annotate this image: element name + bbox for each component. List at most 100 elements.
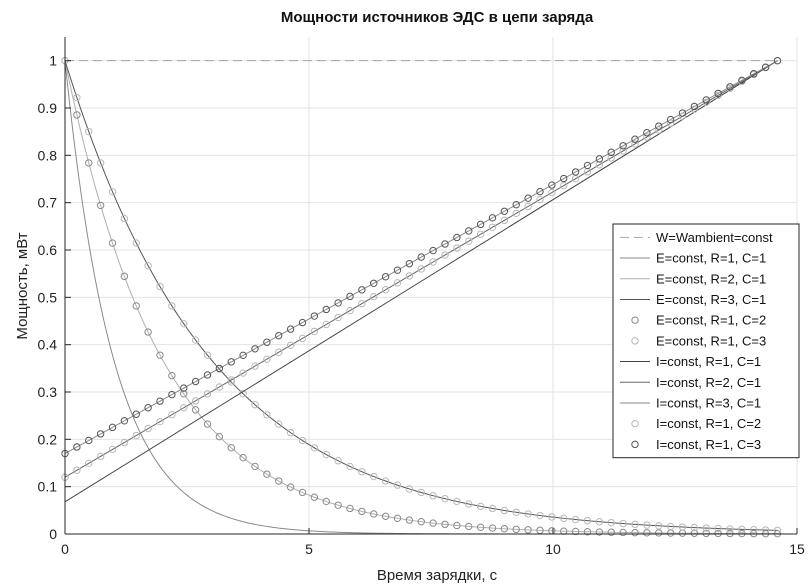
- series-point: [346, 504, 354, 513]
- series-point: [120, 438, 129, 447]
- series-point: [488, 223, 497, 231]
- x-tick-label: 10: [545, 541, 561, 557]
- series-point: [73, 93, 81, 102]
- series-point: [441, 494, 449, 503]
- series-3: [64, 60, 778, 535]
- legend: W=Wambient=const E=const, R=1, C=1 E=const…: [612, 223, 800, 459]
- series-point: [488, 524, 497, 532]
- series-point: [73, 443, 81, 451]
- series-point: [310, 493, 319, 501]
- series-point: [429, 492, 437, 500]
- series-point: [476, 220, 485, 229]
- series-point: [536, 195, 544, 204]
- series-point: [417, 517, 425, 526]
- series-point: [381, 273, 390, 281]
- series-point: [666, 522, 675, 531]
- series-point: [619, 528, 627, 537]
- legend-item: E=const, R=1, C=1: [620, 251, 766, 266]
- series-point: [595, 155, 604, 163]
- series-point: [275, 348, 283, 356]
- series-point: [738, 76, 746, 85]
- series-point: [191, 406, 200, 414]
- series-point: [251, 401, 259, 409]
- series-point: [298, 488, 307, 497]
- series-point: [631, 528, 639, 537]
- series-point: [643, 521, 651, 529]
- series-point: [168, 302, 176, 310]
- series-point: [108, 188, 117, 196]
- series-point: [334, 501, 342, 509]
- series-point: [465, 522, 473, 531]
- series-point: [144, 328, 152, 336]
- series-point: [96, 452, 105, 461]
- series-point: [453, 244, 461, 252]
- series-point: [441, 520, 449, 529]
- series-point: [156, 417, 164, 426]
- series-point: [96, 201, 105, 210]
- series-point: [227, 358, 235, 366]
- legend-label: W=Wambient=const: [656, 230, 773, 245]
- series-point: [548, 181, 556, 189]
- series-point: [571, 168, 580, 176]
- series-point: [191, 377, 200, 386]
- y-tick-label: 1: [49, 53, 57, 69]
- series-point: [726, 83, 734, 91]
- series-point: [203, 371, 212, 379]
- legend-item: W=Wambient=const: [620, 230, 773, 245]
- series-point: [583, 161, 592, 170]
- series-point: [310, 312, 319, 320]
- series-point: [750, 526, 758, 534]
- series-point: [286, 483, 295, 491]
- series-point: [96, 430, 105, 438]
- legend-label: I=const, R=1, C=1: [656, 354, 761, 369]
- series-point: [571, 527, 580, 536]
- series-point: [370, 510, 378, 518]
- series-point: [666, 119, 675, 127]
- series-point: [393, 279, 402, 287]
- x-tick-label: 5: [305, 541, 313, 557]
- series-point: [571, 515, 580, 524]
- series-point: [655, 529, 663, 537]
- legend-label: I=const, R=3, C=1: [656, 395, 761, 410]
- series-point: [298, 436, 307, 445]
- series-point: [346, 462, 354, 471]
- series-point: [156, 397, 164, 405]
- series-point: [619, 519, 627, 528]
- series-point: [180, 319, 188, 328]
- series-line: [64, 60, 778, 531]
- series-point: [678, 523, 687, 531]
- series-point: [120, 214, 129, 223]
- legend-item: I=const, R=1, C=1: [620, 354, 761, 369]
- y-tick-label: 0: [49, 526, 57, 542]
- x-tick-label: 0: [61, 541, 69, 557]
- series-point: [417, 253, 425, 261]
- series-point: [96, 159, 105, 167]
- series-point: [263, 355, 271, 363]
- series-point: [132, 431, 140, 440]
- series-point: [358, 467, 366, 476]
- series-point: [583, 516, 592, 525]
- series-point: [702, 98, 710, 107]
- legend-box: [612, 223, 800, 459]
- series-point: [275, 477, 283, 485]
- series-point: [453, 233, 461, 242]
- series-point: [690, 105, 699, 113]
- series-point: [381, 286, 390, 294]
- series-line: [64, 60, 778, 478]
- series-point: [773, 56, 782, 65]
- legend-marker-swatch: [631, 337, 639, 345]
- series-point: [334, 457, 342, 465]
- series-point: [203, 390, 212, 398]
- series-point: [286, 428, 295, 437]
- series-point: [607, 154, 615, 162]
- series-point: [488, 504, 497, 513]
- legend-item: E=const, R=3, C=1: [620, 292, 766, 307]
- y-tick-label: 0.5: [38, 289, 58, 305]
- series-8: [64, 60, 778, 478]
- x-axis-label: Время зарядки, с: [377, 567, 498, 584]
- series-point: [560, 181, 568, 190]
- y-tick-label: 0.3: [38, 384, 58, 400]
- y-tick-label: 0.1: [38, 479, 58, 495]
- series-point: [417, 265, 425, 273]
- series-point: [690, 529, 699, 537]
